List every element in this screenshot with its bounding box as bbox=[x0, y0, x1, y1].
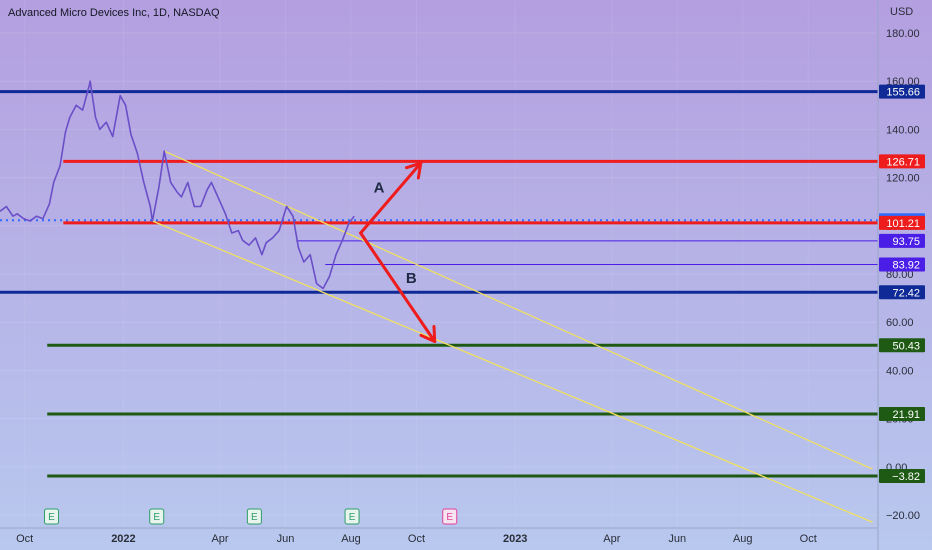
price-badge-label: −3.82 bbox=[892, 471, 920, 483]
y-tick-label: 60.00 bbox=[886, 317, 914, 329]
arrow-head[interactable] bbox=[419, 333, 437, 343]
y-tick-label: 40.00 bbox=[886, 365, 914, 377]
y-tick-label: 140.00 bbox=[886, 124, 920, 136]
price-badge bbox=[879, 215, 925, 230]
x-tick-label: Oct bbox=[408, 533, 425, 545]
arrow-shaft[interactable] bbox=[359, 231, 437, 343]
earnings-marker[interactable] bbox=[44, 508, 60, 525]
arrow-label: A bbox=[374, 180, 385, 197]
earnings-marker-label: E bbox=[48, 512, 55, 523]
price-badge-label: 50.43 bbox=[892, 340, 920, 352]
x-axis[interactable]: Oct 2022 Apr Jun Aug Oct 2023 Apr Jun Aug Oct bbox=[16, 533, 817, 545]
price-badge-label: 21.91 bbox=[892, 409, 920, 421]
earnings-marker-label: E bbox=[349, 512, 356, 523]
y-tick-label: 120.00 bbox=[886, 173, 920, 185]
earnings-marker[interactable] bbox=[344, 508, 360, 525]
y-tick-label: 180.00 bbox=[886, 28, 920, 40]
earnings-marker[interactable] bbox=[442, 508, 458, 525]
arrow-head[interactable] bbox=[404, 161, 423, 170]
x-tick-label: Aug bbox=[733, 533, 753, 545]
price-series[interactable] bbox=[0, 80, 355, 290]
x-tick-label: Oct bbox=[16, 533, 33, 545]
price-badge bbox=[879, 84, 925, 99]
price-labels: 155.66126.71102.31101.2193.7583.9272.425… bbox=[879, 84, 925, 484]
projection-arrows[interactable]: AB bbox=[359, 161, 437, 343]
x-tick-label: Apr bbox=[603, 533, 620, 545]
price-badge-label: 83.92 bbox=[892, 260, 920, 272]
price-badge bbox=[879, 338, 925, 353]
price-badge bbox=[879, 233, 925, 248]
y-tick-label: −20.00 bbox=[886, 510, 920, 522]
x-tick-label: Apr bbox=[211, 533, 228, 545]
price-badge-label: 101.21 bbox=[886, 218, 920, 230]
price-badge-label: 155.66 bbox=[886, 87, 920, 99]
arrow-head[interactable] bbox=[432, 324, 437, 343]
x-tick-label: 2023 bbox=[503, 533, 527, 545]
x-tick-label: Oct bbox=[800, 533, 817, 545]
price-badge bbox=[879, 154, 925, 169]
x-tick-label: Jun bbox=[668, 533, 686, 545]
earnings-marker[interactable] bbox=[149, 508, 165, 525]
price-badge-label: 126.71 bbox=[886, 156, 920, 168]
earnings-marker[interactable] bbox=[246, 508, 262, 525]
x-tick-label: Jun bbox=[277, 533, 295, 545]
price-badge-label: 93.75 bbox=[892, 236, 920, 248]
arrow-label: B bbox=[406, 270, 417, 287]
x-tick-label: 2022 bbox=[111, 533, 135, 545]
price-levels[interactable] bbox=[0, 90, 878, 478]
chart-title: Advanced Micro Devices Inc, 1D, NASDAQ bbox=[8, 7, 220, 19]
channel-line[interactable] bbox=[152, 220, 873, 523]
trend-channel[interactable] bbox=[152, 150, 873, 523]
arrow-head[interactable] bbox=[416, 161, 423, 180]
y-axis[interactable]: 180.00160.00140.00120.00100.0080.0060.00… bbox=[886, 28, 920, 522]
price-badge bbox=[879, 406, 925, 421]
channel-line[interactable] bbox=[163, 150, 873, 470]
y-tick-label: 80.00 bbox=[886, 269, 914, 281]
price-badge bbox=[879, 285, 925, 300]
earnings-marker-label: E bbox=[153, 512, 160, 523]
earnings-marker-label: E bbox=[446, 512, 453, 523]
price-badge-label: 72.42 bbox=[892, 287, 920, 299]
earnings-marker-label: E bbox=[251, 512, 258, 523]
currency-label: USD bbox=[890, 6, 913, 18]
price-line[interactable] bbox=[0, 80, 355, 290]
price-badge bbox=[879, 469, 925, 484]
arrow-shaft[interactable] bbox=[359, 161, 423, 235]
x-tick-label: Aug bbox=[341, 533, 361, 545]
price-badge bbox=[879, 257, 925, 272]
